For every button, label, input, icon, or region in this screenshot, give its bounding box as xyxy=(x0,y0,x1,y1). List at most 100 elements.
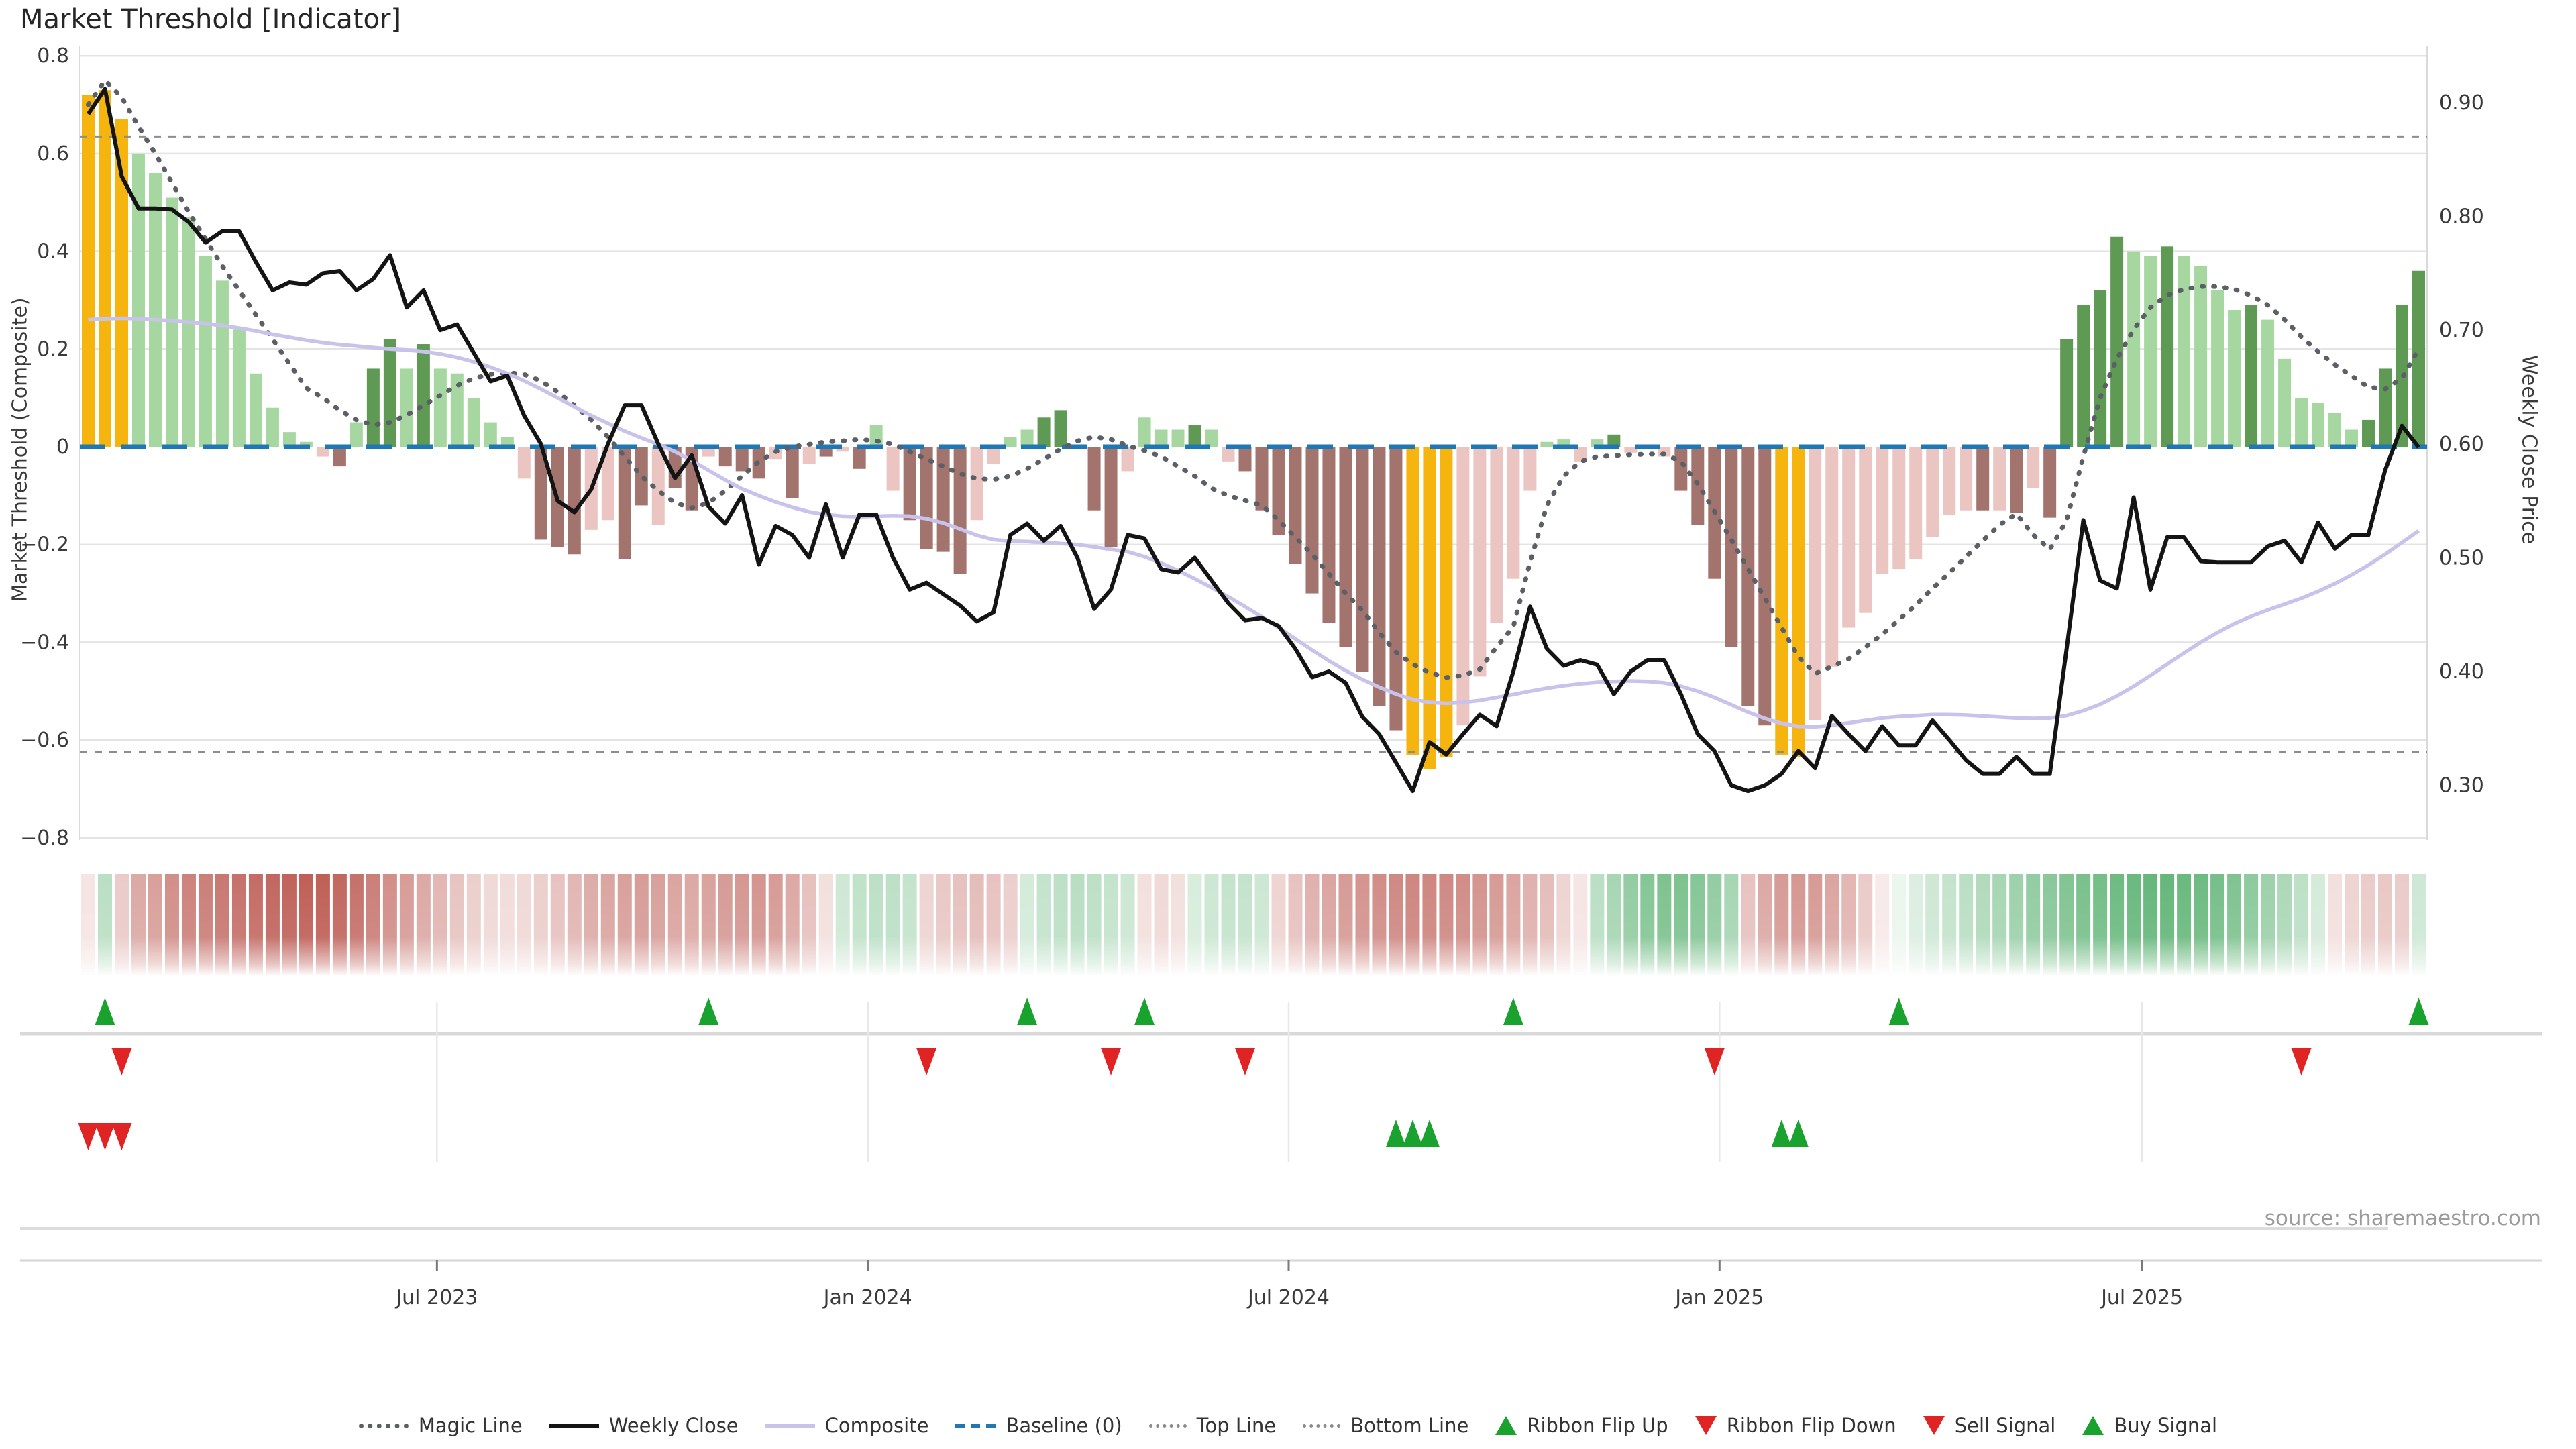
indicator-bar xyxy=(1540,441,1554,447)
indicator-bar xyxy=(702,447,715,457)
ribbon-flip-up-marker xyxy=(1134,998,1155,1025)
indicator-bar xyxy=(1205,429,1218,447)
indicator-bar xyxy=(1691,447,1705,525)
indicator-bar xyxy=(1406,447,1419,755)
legend-label: Buy Signal xyxy=(2114,1414,2218,1437)
ribbon-flip-up-marker xyxy=(1017,998,1038,1025)
indicator-bar xyxy=(2261,319,2275,447)
left-tick-label: −0.4 xyxy=(20,631,69,654)
ribbon-flip-down-marker xyxy=(916,1048,937,1075)
tri-down-icon xyxy=(1695,1416,1717,1435)
legend-item-ribbon-flip-down: Ribbon Flip Down xyxy=(1695,1414,1896,1437)
indicator-bar xyxy=(651,447,665,525)
legend-swatch xyxy=(549,1423,599,1428)
indicator-bar xyxy=(1859,447,1872,613)
indicator-bar xyxy=(1289,447,1302,564)
ribbon-flip-up-marker xyxy=(1888,998,1909,1025)
indicator-bar xyxy=(718,447,732,467)
indicator-bar xyxy=(500,437,514,447)
indicator-bar xyxy=(131,153,145,447)
indicator-bar xyxy=(400,368,413,447)
indicator-bar xyxy=(1775,447,1788,755)
indicator-bar xyxy=(2144,256,2157,447)
indicator-bar xyxy=(417,344,430,447)
indicator-bar xyxy=(786,447,799,498)
indicator-bar xyxy=(2178,256,2191,447)
left-tick-label: −0.6 xyxy=(20,729,69,752)
indicator-bar xyxy=(2412,270,2426,447)
indicator-bar xyxy=(1389,447,1403,731)
legend-label: Weekly Close xyxy=(608,1414,739,1437)
weekly-close-line xyxy=(87,87,2420,794)
indicator-bar xyxy=(1473,447,1487,677)
right-tick-label: 0.30 xyxy=(2439,774,2484,798)
indicator-bar xyxy=(1909,447,1923,559)
left-tick-label: 0.6 xyxy=(37,142,69,166)
legend-swatch xyxy=(358,1423,409,1428)
left-tick-label: −0.8 xyxy=(20,826,69,850)
indicator-bar xyxy=(333,447,346,467)
indicator-bar xyxy=(987,447,1000,464)
indicator-bar xyxy=(1758,447,1772,726)
left-tick-label: −0.2 xyxy=(20,533,69,557)
legend-swatch xyxy=(955,1423,996,1428)
indicator-bar xyxy=(2228,310,2241,447)
legend-item-ribbon-flip-up: Ribbon Flip Up xyxy=(1495,1414,1668,1437)
ribbon-flip-up-marker xyxy=(2408,998,2429,1025)
ribbon-flip-down-marker xyxy=(1704,1048,1725,1075)
x-tick-label: Jul 2024 xyxy=(1246,1286,1330,1309)
left-tick-label: 0.8 xyxy=(37,44,69,68)
legend-label: Top Line xyxy=(1196,1414,1277,1437)
indicator-bar xyxy=(266,407,279,447)
legend-swatch xyxy=(1303,1424,1341,1428)
indicator-bar xyxy=(1842,447,1856,628)
indicator-bar xyxy=(182,217,195,447)
right-tick-label: 0.90 xyxy=(2439,91,2484,115)
indicator-bar xyxy=(215,280,229,447)
legend-label: Ribbon Flip Down xyxy=(1726,1414,1896,1437)
indicator-bar xyxy=(1674,447,1688,491)
indicator-bar xyxy=(2379,368,2392,447)
indicator-bar xyxy=(668,447,682,488)
indicator-bar xyxy=(2328,413,2342,447)
legend-label: Baseline (0) xyxy=(1006,1414,1122,1437)
tri-up-icon xyxy=(1495,1416,1517,1435)
x-tick-label: Jul 2023 xyxy=(394,1286,478,1309)
indicator-bar xyxy=(618,447,631,559)
indicator-bar xyxy=(1993,447,2006,511)
indicator-bar xyxy=(2345,429,2359,447)
indicator-bar xyxy=(1976,447,1990,511)
indicator-bar xyxy=(2278,358,2292,447)
indicator-bar xyxy=(2312,402,2325,447)
indicator-bar xyxy=(1020,429,1034,447)
x-tick-label: Jan 2024 xyxy=(822,1286,912,1309)
indicator-bar xyxy=(1054,410,1067,447)
ribbon-flip-down-marker xyxy=(111,1048,132,1075)
ribbon-flip-down-marker xyxy=(1235,1048,1256,1075)
indicator-bar xyxy=(1037,417,1051,447)
ribbon-flip-up-marker xyxy=(1503,998,1523,1025)
indicator-bar xyxy=(2161,246,2174,447)
indicator-bar xyxy=(1004,437,1017,447)
indicator-bar xyxy=(2362,419,2375,447)
indicator-bar xyxy=(2043,447,2057,518)
legend-label: Bottom Line xyxy=(1350,1414,1469,1437)
indicator-bar xyxy=(836,447,849,452)
legend-item-baseline-0-: Baseline (0) xyxy=(955,1414,1122,1437)
legend-item-magic-line: Magic Line xyxy=(358,1414,523,1437)
legend-item-sell-signal: Sell Signal xyxy=(1923,1414,2056,1437)
indicator-bar xyxy=(1926,447,1939,537)
indicator-bar xyxy=(1876,447,1889,574)
indicator-bar xyxy=(1523,447,1537,491)
indicator-bar xyxy=(383,339,396,447)
sell-signal-marker xyxy=(95,1123,115,1150)
left-tick-label: 0 xyxy=(56,435,69,459)
indicator-bar xyxy=(433,368,447,447)
legend-swatch xyxy=(765,1424,815,1428)
indicator-bar xyxy=(282,432,296,447)
right-axis-title: Weekly Close Price xyxy=(2517,354,2541,545)
legend-label: Sell Signal xyxy=(1954,1414,2056,1437)
indicator-bar xyxy=(1809,447,1822,720)
indicator-bar xyxy=(1104,447,1118,547)
